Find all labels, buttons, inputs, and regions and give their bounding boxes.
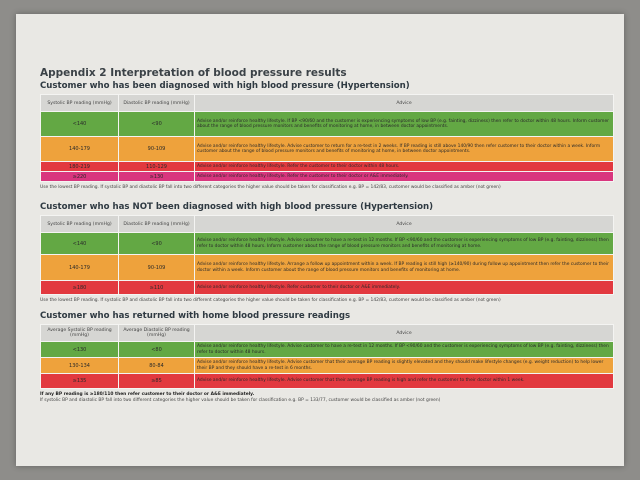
bp-table: Systolic BP reading (mmHg) Diastolic BP r… (40, 215, 614, 295)
advice: Advise and/or reinforce healthy lifestyl… (194, 254, 614, 281)
header-row: Systolic BP reading (mmHg) Diastolic BP r… (40, 215, 614, 233)
section: Customer who has returned with home bloo… (40, 311, 614, 403)
bp-range: ≥135 (40, 373, 119, 389)
column-header: Advice (194, 215, 614, 233)
column-header: Diastolic BP reading (mmHg) (118, 94, 195, 112)
bp-range: ≥110 (118, 280, 195, 295)
bp-range: 140-179 (40, 254, 119, 281)
advice: Advise and/or reinforce healthy lifestyl… (194, 111, 614, 137)
column-header: Average Systolic BP reading (mmHg) (40, 324, 119, 342)
bp-range: 90-109 (118, 254, 195, 281)
column-header: Systolic BP reading (mmHg) (40, 94, 119, 112)
bp-range: 130-134 (40, 357, 119, 374)
header-row: Average Systolic BP reading (mmHg) Averag… (40, 324, 614, 342)
bp-range: <80 (118, 341, 195, 358)
bp-table: Systolic BP reading (mmHg) Diastolic BP r… (40, 94, 614, 182)
bp-range: ≥180 (40, 280, 119, 295)
bp-range: 90-109 (118, 136, 195, 162)
section-heading: Customer who has returned with home bloo… (40, 311, 351, 321)
result-row: <140 <90 Advise and/or reinforce healthy l… (40, 232, 614, 255)
advice: Advise and/or reinforce healthy lifestyl… (194, 357, 614, 374)
bp-range: <90 (118, 111, 195, 137)
bp-range: <90 (118, 232, 195, 255)
column-header: Advice (194, 94, 614, 112)
header-row: Systolic BP reading (mmHg) Diastolic BP r… (40, 94, 614, 112)
note: Use the lowest BP reading. If systolic B… (40, 185, 501, 190)
result-row: ≥180 ≥110 Advise and/or reinforce healthy … (40, 280, 614, 295)
advice: Advise and/or reinforce healthy lifestyl… (194, 280, 614, 295)
advice: Advise and/or reinforce healthy lifestyl… (194, 373, 614, 389)
bp-range: <130 (40, 341, 119, 358)
bp-range: ≥220 (40, 171, 119, 182)
advice: Advise and/or reinforce healthy lifestyl… (194, 341, 614, 358)
bp-range: <140 (40, 232, 119, 255)
advice: Advise and/or reinforce healthy lifestyl… (194, 161, 614, 172)
result-row: 140-179 90-109 Advise and/or reinforce hea… (40, 136, 614, 162)
section: Customer who has NOT been diagnosed with… (40, 202, 614, 303)
bp-range: <140 (40, 111, 119, 137)
column-header: Diastolic BP reading (mmHg) (118, 215, 195, 233)
section: Customer who has been diagnosed with hig… (40, 81, 614, 190)
result-row: <140 <90 Advise and/or reinforce healthy l… (40, 111, 614, 137)
note: Use the lowest BP reading. If systolic B… (40, 298, 501, 303)
bp-range: 140-179 (40, 136, 119, 162)
section-heading: Customer who has NOT been diagnosed with… (40, 202, 434, 212)
bp-range: ≥130 (118, 171, 195, 182)
bp-range: 110-129 (118, 161, 195, 172)
result-row: 130-134 80-84 Advise and/or reinforce heal… (40, 357, 614, 374)
column-header: Advice (194, 324, 614, 342)
bp-range: 80-84 (118, 357, 195, 374)
result-row: <130 <80 Advise and/or reinforce healthy l… (40, 341, 614, 358)
section-heading: Customer who has been diagnosed with hig… (40, 81, 410, 91)
result-row: ≥220 ≥130 Advise and/or reinforce healthy … (40, 171, 614, 182)
column-header: Average Diastolic BP reading (mmHg) (118, 324, 195, 342)
note: If systolic BP and diastolic BP fall int… (40, 398, 441, 403)
result-row: 140-179 90-109 Advise and/or reinforce hea… (40, 254, 614, 281)
bp-range: ≥85 (118, 373, 195, 389)
advice: Advise and/or reinforce healthy lifestyl… (194, 171, 614, 182)
result-row: ≥135 ≥85 Advise and/or reinforce healthy l… (40, 373, 614, 389)
paper: Appendix 2 Interpretation of blood press… (16, 14, 624, 466)
title: Appendix 2 Interpretation of blood press… (40, 67, 347, 79)
advice: Advise and/or reinforce healthy lifestyl… (194, 136, 614, 162)
result-row: 180-219 110-129 Advise and/or reinforce he… (40, 161, 614, 172)
bp-range: 180-219 (40, 161, 119, 172)
note: If any BP reading is ≥180/110 then refer… (40, 392, 255, 397)
advice: Advise and/or reinforce healthy lifestyl… (194, 232, 614, 255)
column-header: Systolic BP reading (mmHg) (40, 215, 119, 233)
bp-table: Average Systolic BP reading (mmHg) Averag… (40, 324, 614, 389)
